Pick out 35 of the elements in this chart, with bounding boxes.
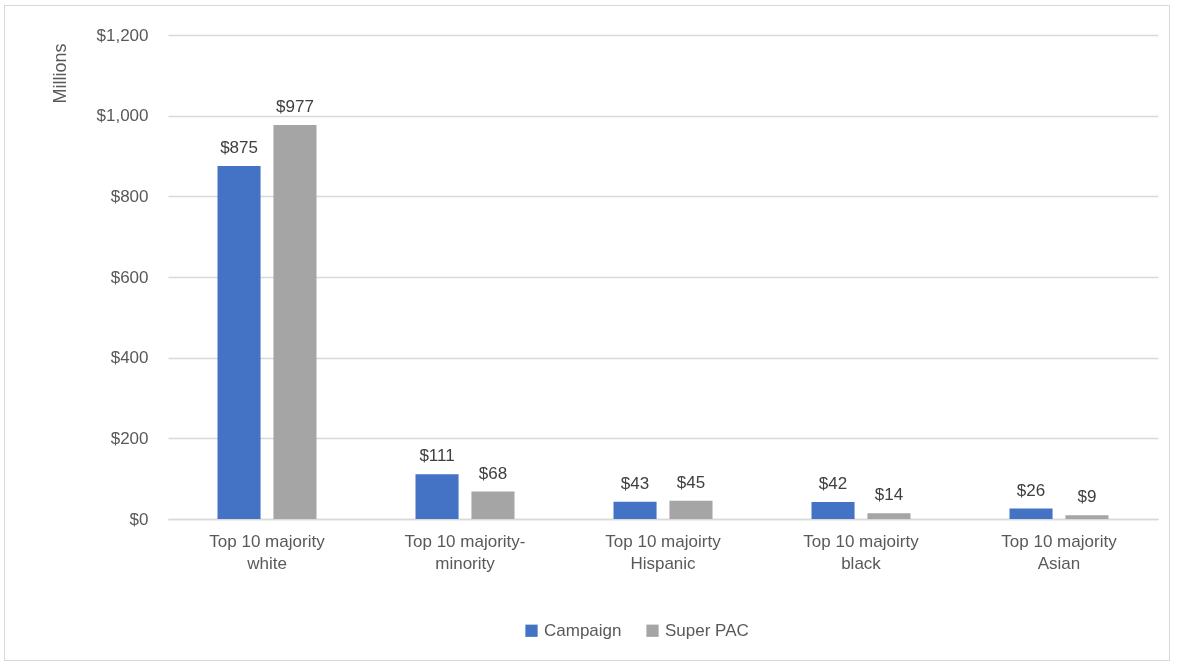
x-tick-label: Top 10 majoirty Hispanic xyxy=(605,531,722,573)
data-label: $111 xyxy=(419,446,455,466)
y-tick-label: $600 xyxy=(110,267,149,287)
y-tick-label: $200 xyxy=(110,428,149,448)
data-label: $14 xyxy=(874,485,904,505)
bar xyxy=(867,513,911,519)
y-tick-label: $0 xyxy=(129,509,149,529)
bar xyxy=(1065,515,1109,519)
data-label: $9 xyxy=(1077,487,1097,507)
bar xyxy=(273,124,317,519)
bar xyxy=(811,502,855,519)
bar xyxy=(1009,508,1053,519)
data-label: $26 xyxy=(1016,480,1046,500)
bar xyxy=(217,166,261,519)
y-tick-label: $400 xyxy=(110,348,149,368)
x-tick-label: Top 10 majority white xyxy=(209,531,326,573)
data-label: $43 xyxy=(620,473,650,493)
x-tick-label: Top 10 majority-minority xyxy=(404,531,526,573)
x-tick-label: Top 10 majority Asian xyxy=(1001,531,1118,573)
bar xyxy=(471,491,515,519)
x-tick-label: Top 10 majoirty black xyxy=(803,531,920,573)
y-tick-label: $800 xyxy=(110,186,149,206)
bar xyxy=(669,500,713,519)
bar xyxy=(613,501,657,519)
y-axis-title: Millions xyxy=(49,43,70,104)
bar xyxy=(415,474,459,519)
data-label: $977 xyxy=(276,96,314,116)
y-tick-label: $1,000 xyxy=(96,106,149,126)
legend-label: Super PAC xyxy=(665,620,749,640)
y-tick-label: $1,200 xyxy=(96,25,149,45)
data-label: $875 xyxy=(220,138,258,158)
legend-label: Campaign xyxy=(544,620,622,640)
data-label: $68 xyxy=(478,463,508,483)
data-label: $45 xyxy=(676,472,706,492)
data-label: $42 xyxy=(818,474,848,494)
